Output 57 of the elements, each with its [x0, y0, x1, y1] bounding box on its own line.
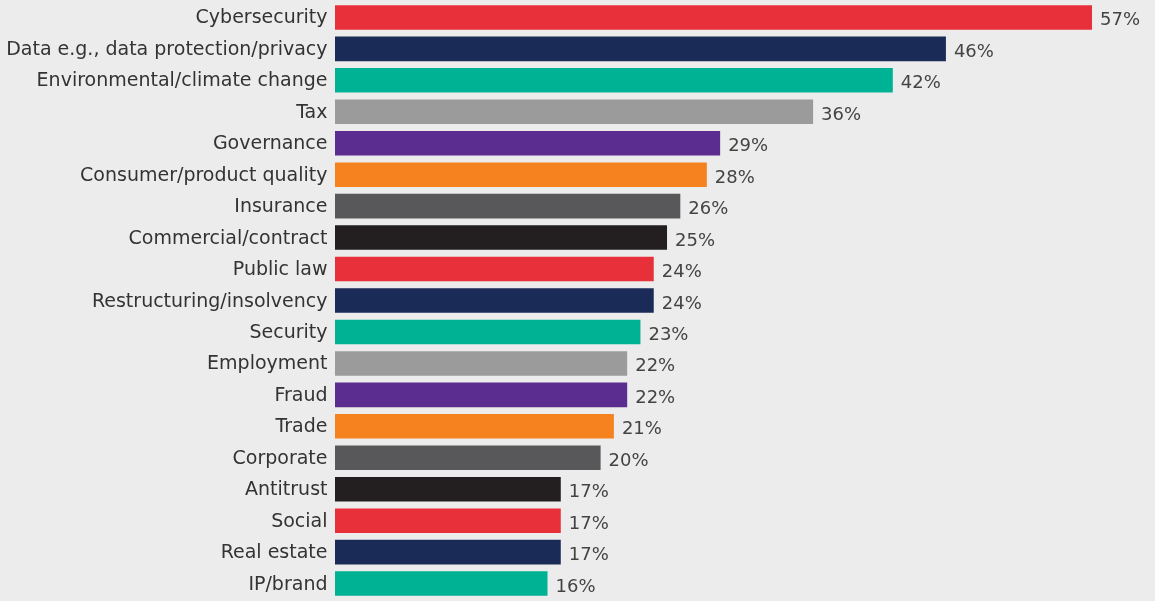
data-label: 22%: [635, 385, 676, 407]
y-tick-label: Commercial/contract: [128, 225, 328, 248]
bar: [335, 571, 548, 596]
y-tick-label: Consumer/product quality: [80, 162, 328, 185]
bar: [335, 99, 814, 125]
y-tick-label: Social: [271, 508, 328, 531]
y-tick-label: Governance: [212, 131, 328, 154]
y-tick-label: Data e.g., data protection/privacy: [6, 36, 328, 59]
y-tick-label: Antitrust: [245, 477, 328, 500]
data-label: 28%: [714, 165, 755, 187]
data-label: 25%: [675, 228, 716, 250]
y-tick-label: Environmental/climate change: [36, 68, 328, 91]
y-tick-label: Restructuring/insolvency: [91, 288, 328, 311]
data-label: 36%: [821, 102, 862, 124]
bar: [335, 445, 601, 471]
y-tick-label: Real estate: [220, 540, 328, 563]
bar: [335, 539, 561, 565]
y-tick-label: Corporate: [232, 445, 328, 468]
y-tick-label: Tax: [295, 99, 328, 122]
bar: [335, 256, 654, 282]
data-label: 24%: [661, 291, 702, 313]
bar: [335, 414, 614, 439]
data-label: 17%: [568, 543, 609, 565]
data-label: 17%: [568, 480, 609, 502]
bar: [335, 36, 946, 62]
bar: [335, 288, 654, 313]
data-label: 24%: [661, 260, 702, 282]
data-label: 20%: [608, 448, 649, 470]
y-tick-label: Insurance: [234, 194, 328, 217]
bar: [335, 319, 641, 345]
y-tick-label: Fraud: [274, 382, 328, 405]
y-tick-label: Cybersecurity: [195, 5, 328, 28]
data-label: 26%: [688, 197, 729, 219]
data-label: 23%: [648, 322, 689, 344]
y-tick-label: Employment: [207, 351, 328, 374]
data-label: 21%: [621, 417, 662, 439]
data-label: 42%: [900, 71, 941, 93]
bar: [335, 351, 628, 376]
data-label: 17%: [568, 511, 609, 533]
bar: [335, 5, 1093, 30]
bar: [335, 382, 628, 408]
bar: [335, 476, 561, 502]
data-label: 16%: [555, 574, 596, 596]
data-label: 57%: [1100, 8, 1141, 30]
data-label: 46%: [953, 39, 994, 61]
bar: [335, 508, 561, 533]
y-tick-label: IP/brand: [248, 571, 328, 594]
y-tick-label: Public law: [232, 257, 328, 280]
bar: [335, 193, 681, 219]
y-tick-label: Trade: [274, 414, 328, 437]
bar: [335, 130, 721, 156]
bar: [335, 68, 893, 93]
data-label: 29%: [728, 134, 769, 156]
bar: [335, 162, 707, 187]
data-label: 22%: [635, 354, 676, 376]
bar: [335, 225, 668, 250]
y-tick-label: Security: [249, 319, 328, 342]
